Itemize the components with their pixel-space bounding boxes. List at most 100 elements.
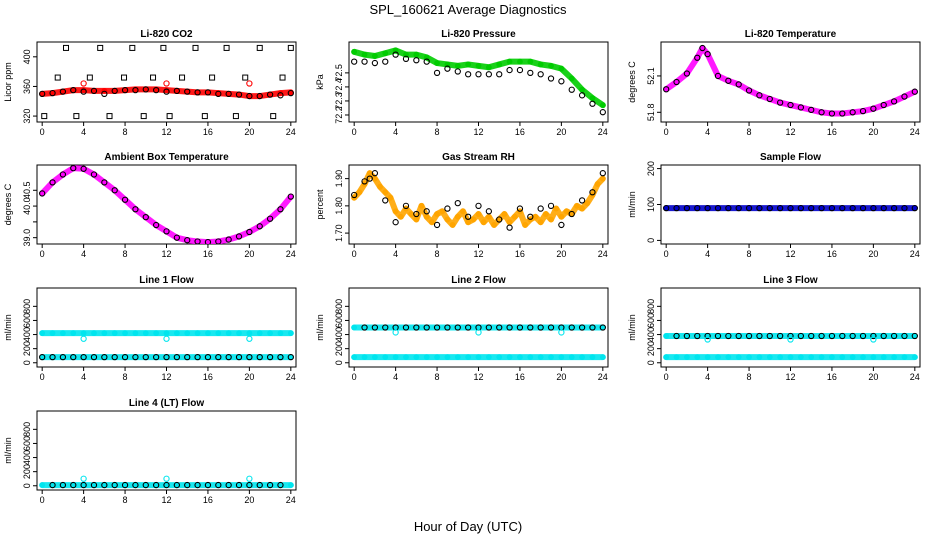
- series-layer: [663, 332, 918, 361]
- data-point: [506, 224, 513, 231]
- data-point: [808, 204, 815, 212]
- data-point: [90, 481, 98, 489]
- data-point: [413, 324, 420, 331]
- series-outliers: [704, 336, 877, 343]
- data-point: [454, 213, 461, 220]
- data-point: [152, 353, 160, 361]
- data-point: [266, 91, 274, 98]
- data-point: [201, 113, 208, 120]
- data-point: [408, 211, 415, 217]
- data-point: [140, 113, 147, 120]
- data-point: [163, 475, 170, 482]
- data-point: [413, 51, 420, 58]
- data-point: [694, 204, 701, 212]
- data-point: [392, 329, 399, 336]
- data-point: [517, 354, 523, 361]
- data-point: [579, 354, 585, 361]
- data-point: [392, 208, 399, 215]
- data-point: [578, 92, 586, 99]
- data-point: [589, 189, 596, 196]
- panel-5: Gas Stream RH percent 0 4 8 12 16 20 24 1.70 1.80 1…: [315, 152, 609, 259]
- data-point: [90, 353, 98, 361]
- data-point: [382, 197, 389, 204]
- series-layer: [39, 330, 294, 361]
- data-point: [433, 324, 441, 331]
- y-tick-label: 1.90: [334, 170, 344, 188]
- data-point: [465, 219, 472, 226]
- data-point: [121, 353, 129, 361]
- data-point: [392, 47, 399, 54]
- data-point: [911, 204, 918, 212]
- data-point: [859, 107, 867, 115]
- y-tick-label: 39.0: [22, 229, 32, 247]
- data-point: [776, 99, 784, 106]
- data-point: [911, 332, 918, 340]
- data-point: [704, 332, 711, 340]
- x-tick-label: 12: [161, 372, 171, 382]
- data-point: [90, 87, 98, 95]
- x-tick-label: 0: [664, 372, 669, 382]
- data-point: [277, 353, 284, 361]
- data-point: [818, 354, 825, 361]
- data-point: [776, 204, 784, 212]
- series-minute-averages-low-: [351, 354, 606, 361]
- data-point: [532, 213, 539, 220]
- data-point: [287, 193, 294, 200]
- data-point: [599, 175, 606, 182]
- data-point: [423, 208, 430, 215]
- data-point: [152, 481, 160, 489]
- y-tick-label: 0: [22, 483, 32, 488]
- data-point: [287, 482, 294, 488]
- y-tick-label: 320: [22, 109, 32, 124]
- x-tick-label: 16: [827, 372, 837, 382]
- data-point: [70, 165, 77, 172]
- data-point: [392, 354, 399, 361]
- data-point: [184, 481, 191, 489]
- data-point: [256, 330, 263, 337]
- panel-title: Sample Flow: [760, 152, 821, 163]
- data-point: [859, 332, 867, 340]
- data-point: [725, 204, 732, 212]
- data-point: [287, 89, 294, 97]
- y-tick-label: 800: [334, 299, 344, 314]
- data-point: [142, 353, 149, 361]
- data-point: [101, 481, 108, 489]
- series-minute-averages: [39, 482, 294, 489]
- data-point: [173, 87, 181, 95]
- data-point: [382, 324, 389, 331]
- data-point: [683, 70, 691, 77]
- data-point: [63, 44, 70, 51]
- panel-title: Line 2 Flow: [451, 275, 506, 286]
- data-point: [366, 175, 373, 182]
- data-point: [434, 354, 440, 361]
- data-point: [891, 354, 897, 361]
- x-tick-label: 20: [556, 127, 566, 137]
- x-tick-label: 4: [705, 249, 710, 259]
- data-point: [41, 113, 48, 120]
- data-point: [223, 44, 230, 51]
- data-point: [59, 88, 67, 95]
- data-point: [101, 353, 108, 361]
- data-point: [777, 354, 784, 361]
- data-point: [232, 113, 239, 120]
- x-tick-label: 24: [286, 495, 296, 505]
- y-tick-label: 0: [334, 360, 344, 365]
- data-point: [797, 332, 805, 340]
- data-point: [496, 324, 503, 331]
- data-point: [584, 200, 591, 207]
- data-point: [704, 50, 711, 58]
- data-point: [152, 221, 160, 229]
- series-layer: [663, 204, 918, 212]
- series-minute-averages: [663, 45, 918, 117]
- x-tick-label: 24: [910, 249, 920, 259]
- data-point: [828, 110, 836, 117]
- data-point: [215, 90, 222, 98]
- data-point: [132, 86, 139, 94]
- data-point: [828, 204, 836, 212]
- y-tick-label: 200: [334, 341, 344, 356]
- data-point: [356, 189, 363, 196]
- series-hourly-averages: [49, 481, 284, 489]
- data-point: [163, 335, 170, 342]
- data-point: [715, 354, 721, 361]
- data-point: [663, 354, 670, 361]
